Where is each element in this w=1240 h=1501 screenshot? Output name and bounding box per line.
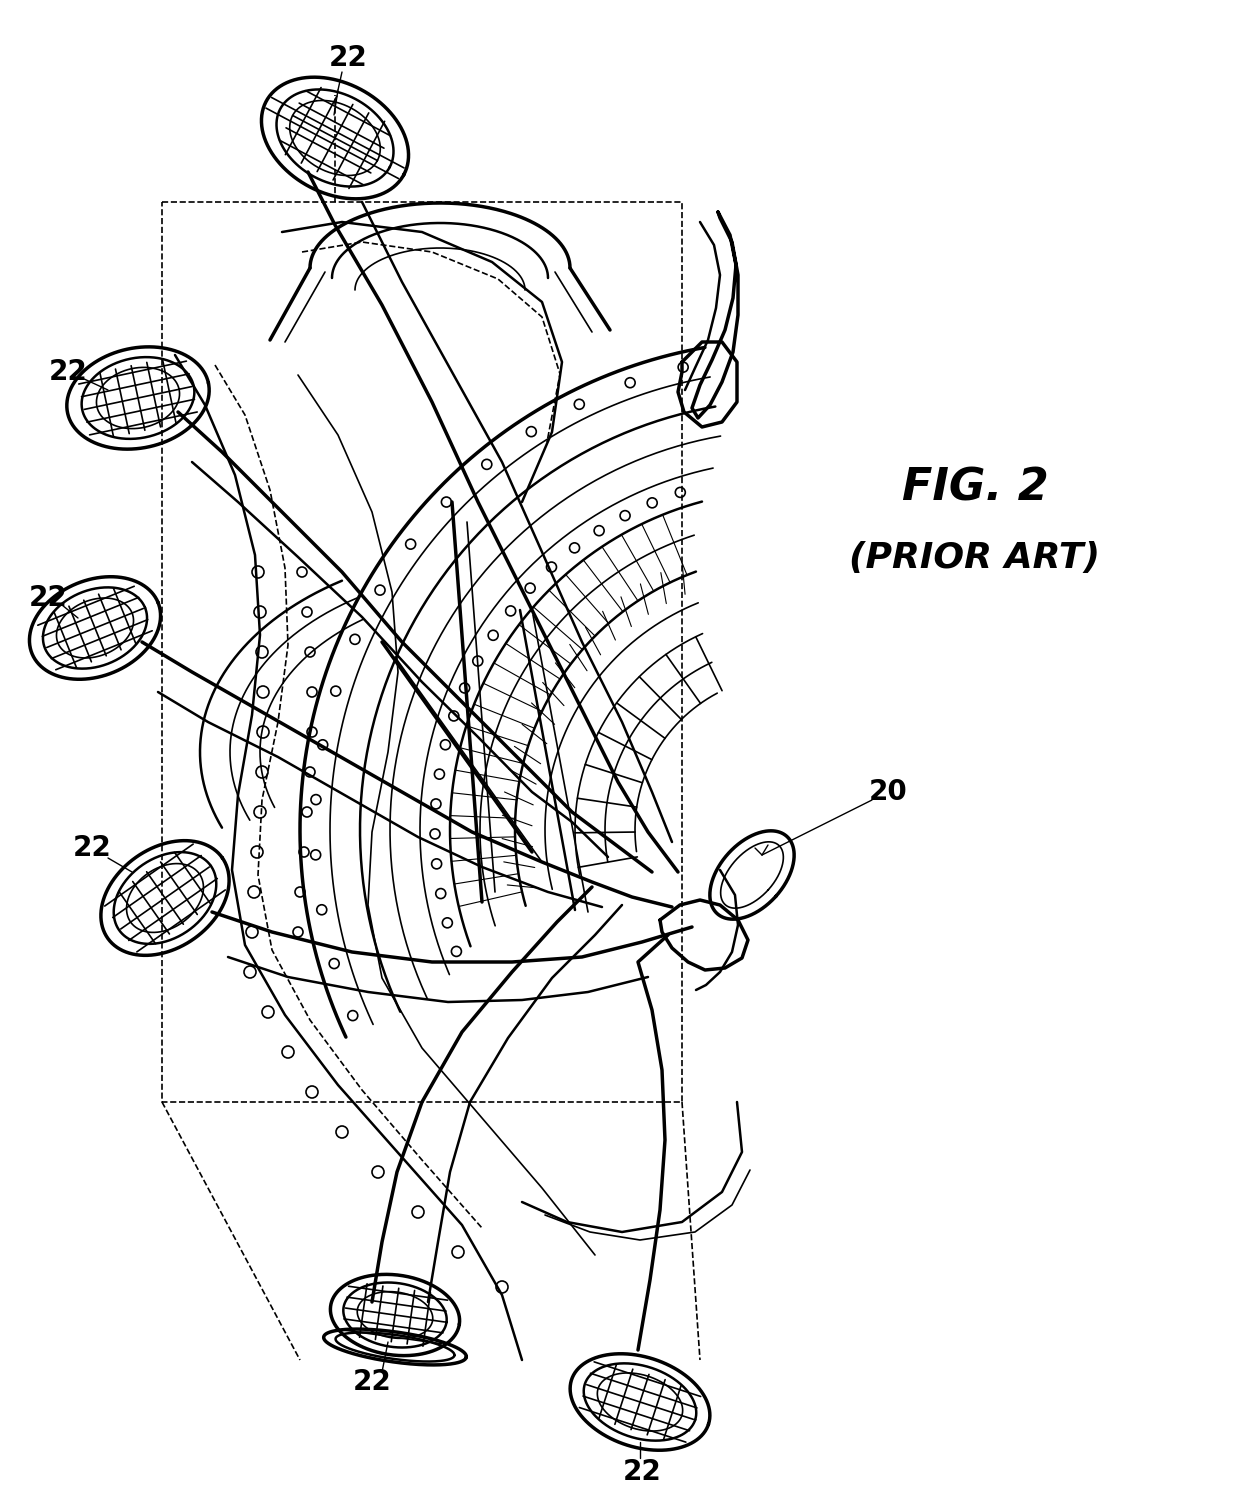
Text: 22: 22 xyxy=(48,359,87,386)
Text: 22: 22 xyxy=(352,1367,392,1396)
Text: FIG. 2: FIG. 2 xyxy=(901,467,1048,509)
Text: (PRIOR ART): (PRIOR ART) xyxy=(849,540,1100,575)
Text: 22: 22 xyxy=(329,44,367,72)
Text: 22: 22 xyxy=(73,835,112,862)
Text: 22: 22 xyxy=(29,584,67,612)
Text: 22: 22 xyxy=(622,1457,661,1486)
Text: 20: 20 xyxy=(869,778,908,806)
